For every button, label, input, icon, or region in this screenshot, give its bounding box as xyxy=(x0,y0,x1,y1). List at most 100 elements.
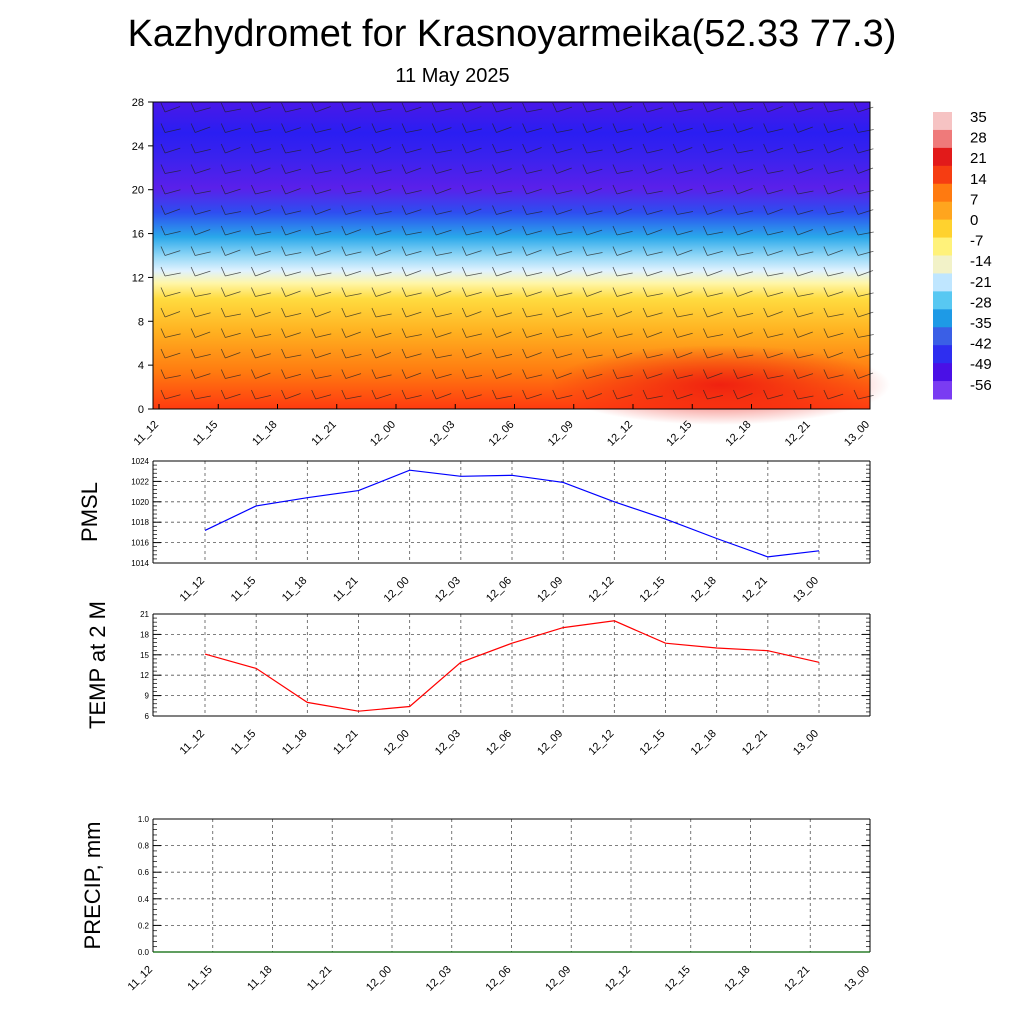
wind-barb xyxy=(707,270,723,277)
wind-barb xyxy=(345,353,362,359)
wind-barb-flag xyxy=(702,328,708,338)
x-tick-label: 11_21 xyxy=(305,964,335,994)
wind-barb xyxy=(466,128,482,133)
wind-barb-flag xyxy=(702,389,708,400)
wind-barb-flag xyxy=(220,184,226,195)
wind-barb-flag xyxy=(702,287,708,297)
wind-barb xyxy=(797,107,814,113)
wind-barb xyxy=(797,126,813,133)
wind-barb xyxy=(586,354,603,359)
wind-barb xyxy=(646,126,663,133)
wind-barb-flag xyxy=(401,307,407,318)
wind-barb xyxy=(677,211,694,215)
wind-barb-flag xyxy=(431,266,437,277)
wind-barb xyxy=(315,189,332,195)
wind-barb xyxy=(797,190,814,195)
wind-barb-flag xyxy=(341,328,347,338)
wind-barb-flag xyxy=(793,143,799,154)
wind-barb xyxy=(194,229,211,236)
wind-barb-flag xyxy=(823,184,829,195)
wind-barb xyxy=(707,334,724,338)
wind-barb-flag xyxy=(763,348,768,359)
wind-barb-flag xyxy=(522,184,527,195)
colorbar-swatch xyxy=(933,112,952,131)
wind-barb xyxy=(646,270,663,277)
wind-barb xyxy=(827,147,844,154)
colorbar-label: -14 xyxy=(970,253,992,270)
chart-title: Kazhydromet for Krasnoyarmeika(52.33 77.… xyxy=(127,13,897,55)
wind-barb xyxy=(375,249,392,256)
wind-barb xyxy=(707,209,723,215)
section-y-tick-label: 20 xyxy=(132,185,144,197)
wind-barb xyxy=(646,168,663,174)
wind-barb xyxy=(164,394,181,400)
wind-barb xyxy=(767,170,784,174)
wind-barb xyxy=(315,333,332,338)
wind-barb-flag xyxy=(190,143,196,154)
colorbar-swatch xyxy=(933,309,952,328)
wind-barb xyxy=(255,334,272,338)
wind-barb-flag xyxy=(431,246,437,256)
wind-barb xyxy=(225,108,242,113)
wind-barb xyxy=(315,230,332,236)
wind-barb-flag xyxy=(763,266,768,277)
wind-barb xyxy=(677,332,693,338)
wind-barb xyxy=(164,230,181,236)
wind-barb-flag xyxy=(160,164,166,174)
wind-barb xyxy=(315,394,332,400)
wind-barb-flag xyxy=(461,328,467,338)
wind-barb-flag xyxy=(552,225,558,236)
wind-barb-flag xyxy=(190,184,196,195)
wind-barb-flag xyxy=(853,164,859,174)
x-tick-label: 13_00 xyxy=(842,964,872,994)
section-x-tick-label: 11_12 xyxy=(132,419,162,449)
wind-barb xyxy=(225,230,241,236)
wind-barb-flag xyxy=(371,307,377,318)
wind-barb-flag xyxy=(160,328,166,338)
wind-barb xyxy=(827,230,844,236)
wind-barb-flag xyxy=(461,184,467,195)
wind-barb-flag xyxy=(431,389,437,400)
wind-barb-flag xyxy=(461,307,467,318)
wind-barb xyxy=(315,170,332,174)
wind-barb xyxy=(255,372,271,379)
wind-barb-flag xyxy=(823,266,829,277)
wind-barb xyxy=(526,393,542,400)
wind-barb-flag xyxy=(612,246,618,256)
wind-barb xyxy=(164,106,181,113)
wind-barb xyxy=(556,334,573,338)
x-tick-label: 11_18 xyxy=(245,964,275,994)
wind-barb-flag xyxy=(642,348,648,359)
wind-barb xyxy=(225,249,241,256)
wind-barb-flag xyxy=(522,369,527,379)
x-tick-label: 12_15 xyxy=(663,964,693,994)
wind-barb-flag xyxy=(281,225,286,236)
wind-barb-flag xyxy=(733,266,738,277)
wind-barb-flag xyxy=(612,102,618,113)
wind-barb xyxy=(375,211,392,215)
wind-barb xyxy=(526,211,543,215)
wind-barb-flag xyxy=(190,307,196,318)
wind-barb-flag xyxy=(853,369,859,379)
wind-barb xyxy=(195,373,211,379)
wind-barb xyxy=(857,270,874,277)
wind-barb-flag xyxy=(311,225,317,236)
wind-barb-flag xyxy=(853,205,859,215)
wind-barb xyxy=(436,332,452,338)
wind-barb-flag xyxy=(160,369,166,379)
wind-barb xyxy=(496,229,512,236)
wind-barb-flag xyxy=(190,164,196,174)
wind-barb-flag xyxy=(552,205,558,215)
wind-barb-flag xyxy=(672,287,678,297)
wind-barb xyxy=(827,249,844,256)
wind-barb xyxy=(526,230,543,236)
wind-barb xyxy=(436,168,452,174)
section-x-tick-label: 13_00 xyxy=(842,419,872,449)
wind-barb-flag xyxy=(733,369,738,379)
wind-barb xyxy=(315,208,331,215)
wind-barb xyxy=(767,208,783,215)
wind-barb xyxy=(345,168,362,174)
wind-barb-flag xyxy=(642,389,648,400)
wind-barb xyxy=(194,331,211,338)
wind-barb xyxy=(616,147,633,154)
